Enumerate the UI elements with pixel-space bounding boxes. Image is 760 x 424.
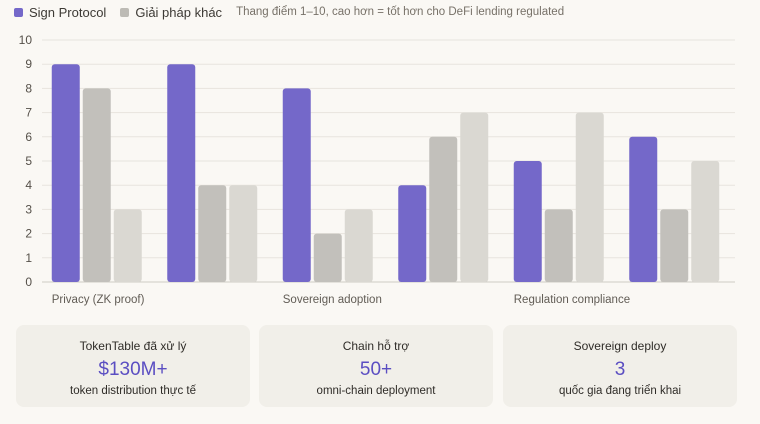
bar xyxy=(113,209,142,282)
x-tick-label: Sovereign adoption xyxy=(283,294,382,306)
stat-label: TokenTable đã xử lý xyxy=(79,339,187,353)
bar-chart: 0 1 2 3 4 5 6 7 8 9 10 Privacy (ZK proof) Sovereign … xyxy=(19,33,735,306)
bar xyxy=(51,64,80,282)
bar xyxy=(167,64,196,282)
stat-value: $130M+ xyxy=(98,359,168,380)
chart-legend: Sign Protocol Giải pháp khác Thang điểm … xyxy=(14,4,564,20)
y-tick-label: 3 xyxy=(25,202,32,216)
stat-subtext: quốc gia đang triển khai xyxy=(558,385,682,397)
stat-subtext: omni-chain deployment xyxy=(316,385,436,397)
legend-scale-note: Thang điểm 1–10, cao hơn = tốt hơn cho D… xyxy=(236,6,565,18)
legend-swatch-other-solutions xyxy=(120,7,130,17)
bar xyxy=(544,209,573,282)
bar xyxy=(513,161,542,282)
stat-card-tokentable: TokenTable đã xử lý $130M+ token distrib… xyxy=(16,325,250,407)
y-tick-label: 0 xyxy=(25,275,32,289)
y-tick-label: 8 xyxy=(25,81,32,95)
bar xyxy=(229,185,258,282)
stat-label: Sovereign deploy xyxy=(573,339,667,353)
stat-card-sovereign: Sovereign deploy 3 quốc gia đang triển k… xyxy=(503,325,737,407)
bar xyxy=(313,233,342,282)
stat-value: 3 xyxy=(614,359,626,380)
bar xyxy=(460,112,489,282)
bar xyxy=(198,185,227,282)
y-tick-label: 1 xyxy=(25,251,32,265)
bar xyxy=(82,88,111,283)
x-tick-label: Regulation compliance xyxy=(514,294,630,306)
stat-value: 50+ xyxy=(359,359,393,380)
bar xyxy=(398,185,427,282)
legend-item-other-solutions: Giải pháp khác xyxy=(120,5,222,20)
bar xyxy=(575,112,604,282)
bar xyxy=(629,136,658,282)
legend-label-other-solutions: Giải pháp khác xyxy=(135,4,223,20)
y-tick-label: 4 xyxy=(25,178,32,192)
bar xyxy=(344,209,373,282)
y-tick-label: 7 xyxy=(25,106,32,120)
stat-subtext: token distribution thực tế xyxy=(70,385,196,397)
legend-item-sign-protocol: Sign Protocol xyxy=(14,5,106,20)
bar xyxy=(660,209,689,282)
y-tick-label: 5 xyxy=(25,154,32,168)
y-tick-label: 10 xyxy=(19,33,33,47)
bar xyxy=(691,161,720,282)
legend-label-sign-protocol: Sign Protocol xyxy=(29,4,107,20)
stat-card-chains: Chain hỗ trợ 50+ omni-chain deployment xyxy=(259,325,493,407)
stat-label: Chain hỗ trợ xyxy=(342,339,410,353)
x-tick-label: Privacy (ZK proof) xyxy=(52,294,145,306)
legend-swatch-sign-protocol xyxy=(14,7,23,17)
y-tick-label: 6 xyxy=(25,130,32,144)
stats-cards: TokenTable đã xử lý $130M+ token distrib… xyxy=(16,325,737,407)
bar xyxy=(282,88,311,283)
y-tick-label: 9 xyxy=(25,57,32,71)
y-tick-label: 2 xyxy=(25,227,32,241)
bar xyxy=(429,136,458,282)
